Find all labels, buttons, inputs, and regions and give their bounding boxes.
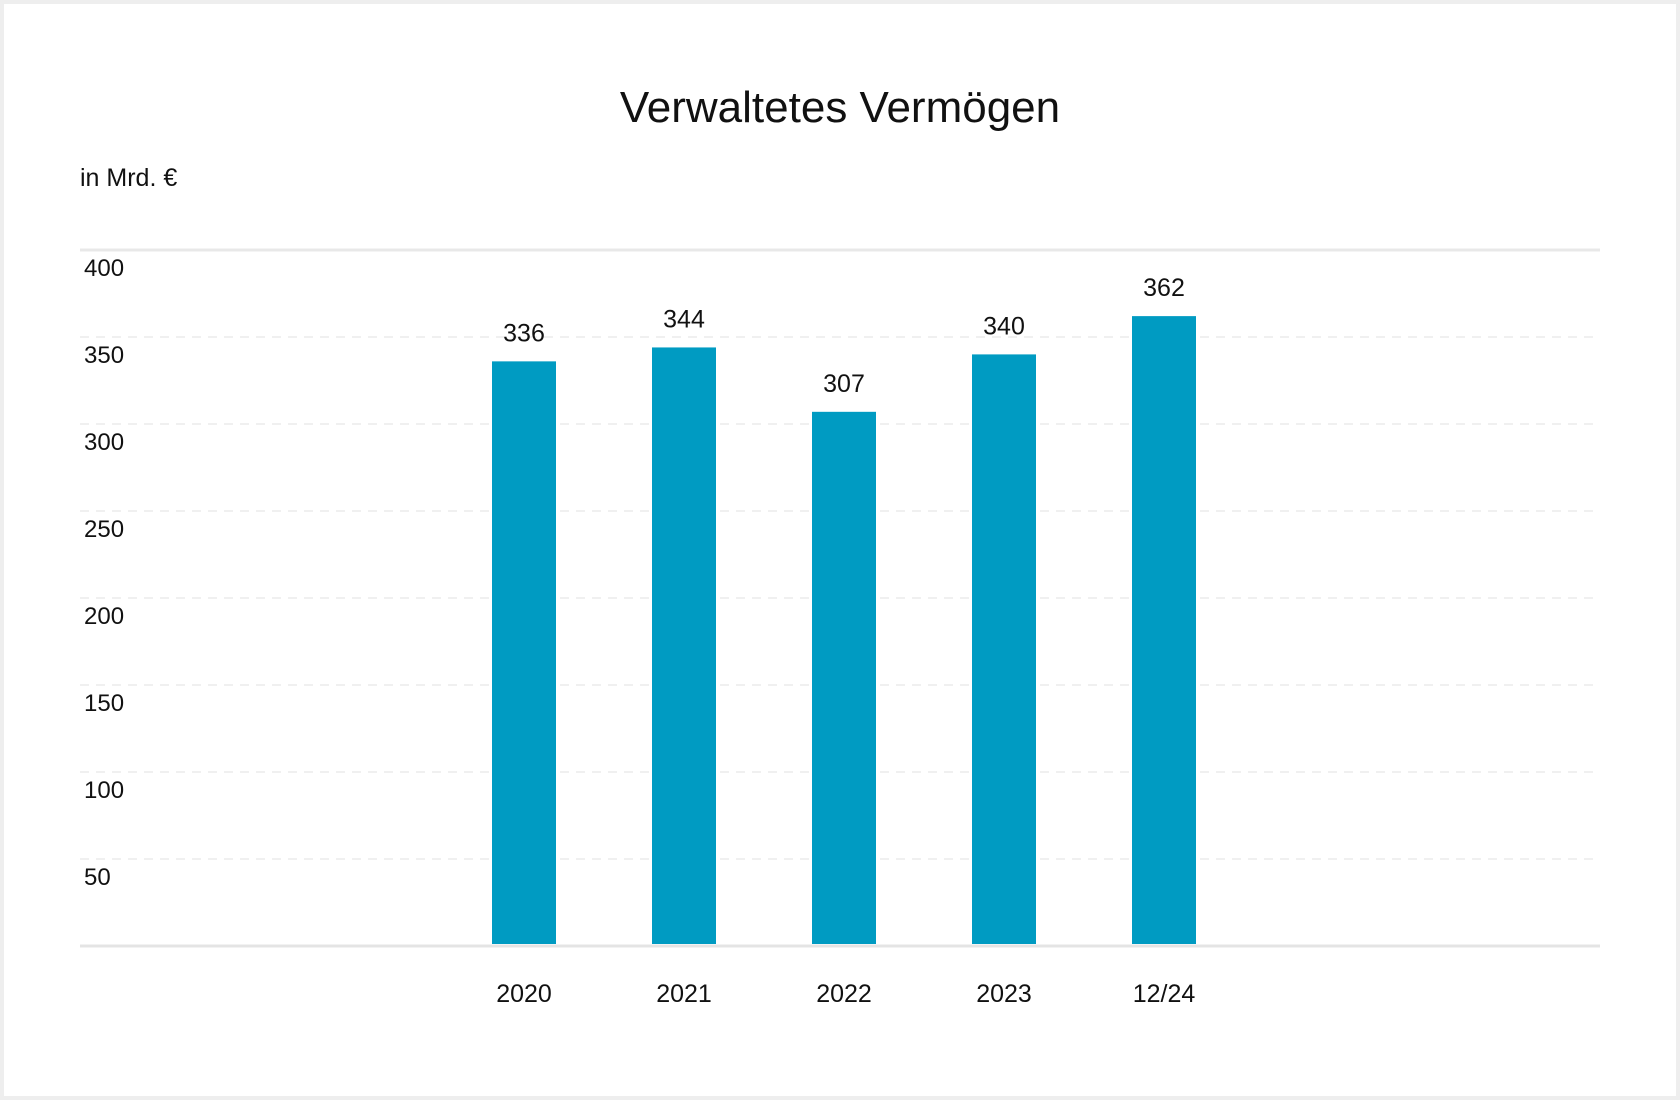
chart-title: Verwaltetes Vermögen xyxy=(620,83,1060,132)
y-tick-label: 400 xyxy=(84,255,124,282)
bar-value-label: 307 xyxy=(823,370,865,398)
y-tick-label: 200 xyxy=(84,603,124,630)
y-axis-ticks: 50 100 150 200 250 300 350 400 xyxy=(84,255,124,891)
bar-value-label: 344 xyxy=(663,305,705,333)
y-tick-label: 250 xyxy=(84,516,124,543)
y-tick-label: 300 xyxy=(84,429,124,456)
bar xyxy=(492,361,556,944)
bar-value-label: 336 xyxy=(503,319,545,347)
bar xyxy=(1132,316,1196,944)
x-category-label: 2021 xyxy=(656,980,712,1008)
y-tick-label: 100 xyxy=(84,777,124,804)
chart-card: Verwaltetes Vermögen in Mrd. € 50 100 150 2… xyxy=(4,4,1676,1096)
y-tick-label: 150 xyxy=(84,690,124,717)
bar-value-label: 340 xyxy=(983,312,1025,340)
x-category-label: 2022 xyxy=(816,980,872,1008)
x-axis-labels: 2020 2021 2022 2023 12/24 xyxy=(496,980,1195,1008)
bar xyxy=(812,411,876,944)
bar-value-label: 362 xyxy=(1143,274,1185,302)
y-tick-label: 350 xyxy=(84,342,124,369)
value-labels: 336 344 307 340 362 xyxy=(503,274,1185,398)
x-category-label: 2020 xyxy=(496,980,552,1008)
x-category-label: 2023 xyxy=(976,980,1032,1008)
bars xyxy=(492,316,1196,944)
unit-label: in Mrd. € xyxy=(80,164,177,192)
y-tick-label: 50 xyxy=(84,864,111,891)
bar xyxy=(972,354,1036,944)
bar xyxy=(652,347,716,944)
x-category-label: 12/24 xyxy=(1133,980,1196,1008)
bar-chart: Verwaltetes Vermögen in Mrd. € 50 100 150 2… xyxy=(80,83,1600,1008)
